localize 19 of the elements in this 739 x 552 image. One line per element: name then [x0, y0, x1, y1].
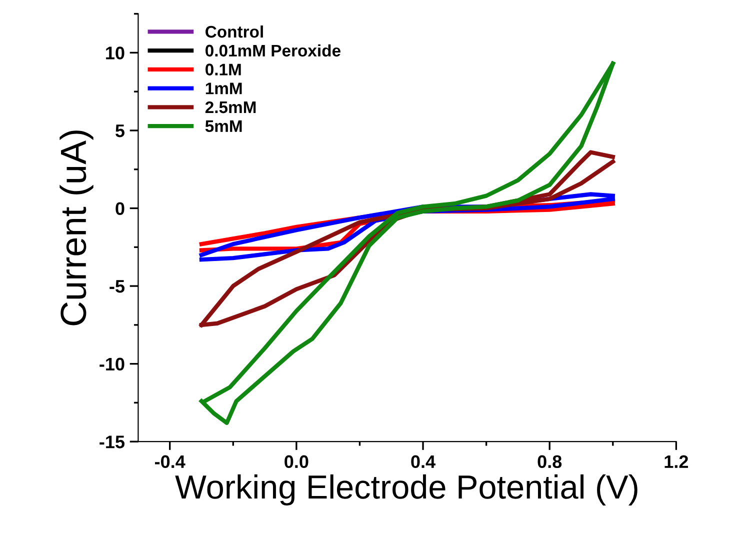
y-axis-title: Current (uA)	[60, 130, 94, 326]
x-axis-title: Working Electrode Potential (V)	[175, 474, 638, 506]
y-tick-label: -5	[110, 280, 124, 293]
y-tick-label: -10	[100, 358, 124, 371]
legend-label: 5mM	[205, 120, 242, 132]
legend-label: 0.1M	[206, 64, 241, 76]
x-tick-label: 1.2	[664, 455, 688, 468]
x-tick-label: -0.4	[154, 455, 186, 468]
legend-label: Control	[206, 25, 263, 38]
y-tick-label: -15	[100, 436, 124, 448]
y-tick-label: 5	[116, 124, 124, 138]
x-tick-label: 0.8	[538, 455, 562, 468]
legend-label: 0.01mM Peroxide	[206, 44, 340, 57]
y-tick-label: 10	[106, 46, 124, 60]
y-tick-label: 0	[116, 202, 124, 215]
legend-label: 2.5mM	[205, 101, 256, 114]
x-tick-label: 0.4	[411, 455, 436, 468]
x-tick-label: 0.0	[284, 455, 308, 468]
legend-label: 1mM	[206, 82, 242, 94]
